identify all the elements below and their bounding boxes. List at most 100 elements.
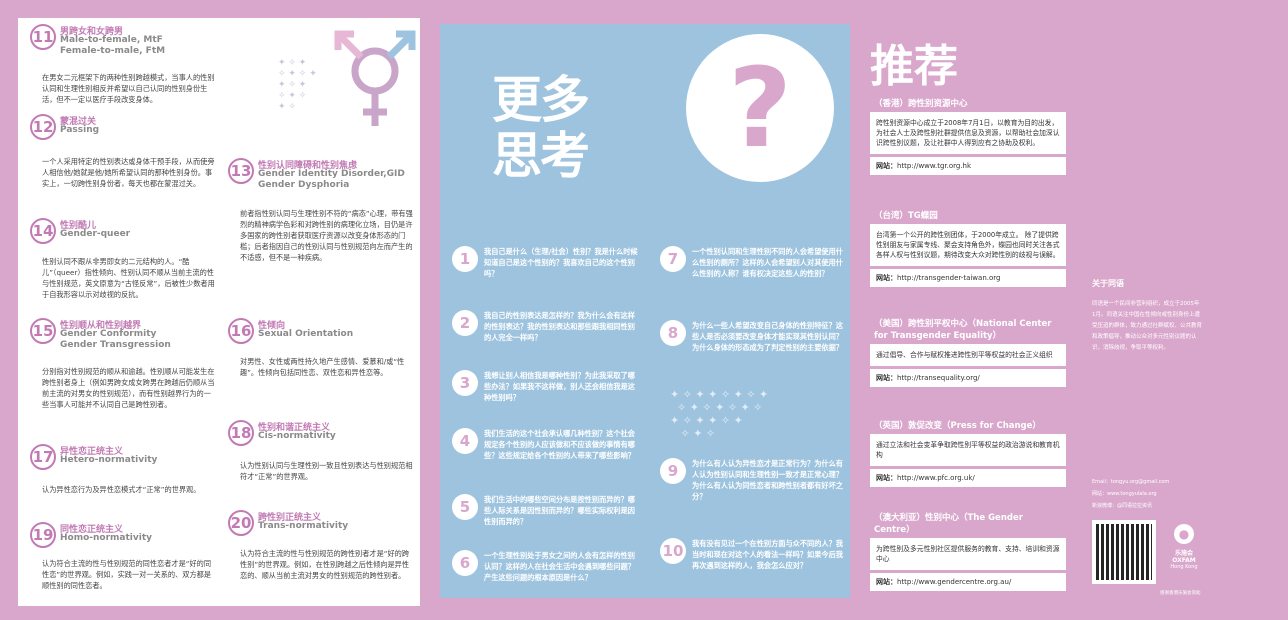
gender-symbol-icon xyxy=(334,30,416,126)
term-description: 认为异性恋行为及异性恋模式才“正常”的世界观。 xyxy=(42,485,201,494)
question-text: 我自己是什么（生理/社会）性别？我是什么时候知道自己是这个性别的？我喜欢自己的这… xyxy=(484,247,638,278)
term-description: 认为性别认同与生理性别一致且性别表达与性别规范相符才“正常”的世界观。 xyxy=(240,461,413,481)
terms-panel: ✦ ✧ ✦ ✧ ✦ ✧ ✦ ✦ ✧ ✦ ✧ ✦ ✧ ✦ ✧ 11 男跨女和女跨男 Mal… xyxy=(18,18,420,606)
term-number: 20 xyxy=(228,510,254,536)
question-number: 7 xyxy=(660,246,686,272)
term-description: 在男女二元框架下的两种性别跨越模式，当事人的性别认同和生理性别相反并希望以自己认… xyxy=(42,73,215,104)
term-title-zh: 性别和谐正统主义 xyxy=(258,423,331,433)
about-section: 关于同语 同语是一个民间非营利组织，成立于2005年1月。同语关注中国在性倾向或… xyxy=(1092,278,1202,354)
term-number: 13 xyxy=(228,158,254,184)
term-description: 分别指对性别规范的顺从和逾越。性别顺从可能发生在跨性别者身上（例如男跨女成女跨男… xyxy=(42,367,215,409)
org-name: （香港）跨性别资源中心 xyxy=(870,96,1066,112)
org-name: （澳大利亚）性别中心（The Gender Centre） xyxy=(870,510,1066,538)
website-label: 网站： xyxy=(876,578,897,586)
term-title-en: Gender Conformity Gender Transgression xyxy=(60,329,171,350)
website-url[interactable]: http://www.pfc.org.uk/ xyxy=(897,474,975,482)
about-body: 同语是一个民间非营利组织，成立于2005年1月。同语关注中国在性倾向或性别身份上… xyxy=(1092,301,1203,351)
org-description: 台湾第一个公开的跨性别团体，于2000年成立。 除了提供跨性别朋友与家属专线、聚… xyxy=(870,224,1066,266)
term-title-en: Gender-queer xyxy=(60,229,131,239)
recommend-title: 推荐 xyxy=(870,41,958,92)
website-label: 网站： xyxy=(876,474,897,482)
term-title-zh: 跨性别正统主义 xyxy=(258,513,322,523)
question-number: 8 xyxy=(660,320,686,346)
term-description: 前者指性别认同与生理性别不符的“病态”心理，带有强烈的精神病学色彩和对跨性别的病… xyxy=(240,209,413,262)
term-title-zh: 性别认同障碍和性别焦虑 xyxy=(258,161,358,171)
org-hk: （香港）跨性别资源中心 跨性别资源中心成立于2008年7月1日，以教育为目的出发… xyxy=(870,96,1066,175)
question-mark-icon: ? xyxy=(686,34,834,182)
term-title-zh: 性别酷儿 xyxy=(60,221,97,231)
org-website[interactable]: 网站：http://www.gendercentre.org.au/ xyxy=(870,572,1066,591)
org-name: （台湾）TG蝶园 xyxy=(870,208,1066,224)
term-title-zh: 异性恋正统主义 xyxy=(60,447,124,457)
qr-code xyxy=(1092,520,1156,584)
website-label: 网站： xyxy=(876,274,897,282)
term-description: 性别认同不跟从非男即女的二元结构的人。“酷儿”（queer）指性倾向、性别认同不… xyxy=(42,257,215,299)
question-number: 10 xyxy=(660,538,686,564)
question-text: 为什么一些人希望改变自己身体的性别特征？这些人是否必须要改变身体才能实现其性别认… xyxy=(692,321,843,352)
oxfam-logo: ● 乐施会 OXFAM Hong Kong xyxy=(1164,524,1204,570)
term-number: 12 xyxy=(30,114,56,140)
term-number: 17 xyxy=(30,444,56,470)
questions-panel: 更多 思考 ? ✦ ✧ ✦ ✦ ✧ ✦ ✧ ✦ ✧ ✦ ✧ ✦ ✧ ✦ ✧ ✦ ✧… xyxy=(440,24,850,598)
term-title-zh: 蒙混过关 xyxy=(60,117,97,127)
think-more-title: 更多 思考 xyxy=(492,72,590,185)
contact-email[interactable]: Email：tongyu.org@gmail.com xyxy=(1092,479,1170,485)
website-label: 网站： xyxy=(876,374,897,382)
oxfam-icon: ● xyxy=(1174,524,1194,544)
question-text: 我自己的性别表达是怎样的？我为什么会有这样的性别表达？我的性别表达和那些跟我相同… xyxy=(484,311,635,342)
question-number: 6 xyxy=(452,550,478,576)
term-title-en: Trans-normativity xyxy=(258,521,349,531)
term-title-zh: 同性恋正统主义 xyxy=(60,525,124,535)
term-title-en: Sexual Orientation xyxy=(258,329,354,339)
org-description: 通过立法和社会变革争取跨性别平等权益的政治游说和教育机构 xyxy=(870,434,1066,466)
term-title-en: Hetero-normativity xyxy=(60,455,158,465)
org-uk: （英国）敦促改变（Press for Change） 通过立法和社会变革争取跨性… xyxy=(870,418,1066,487)
org-name: （英国）敦促改变（Press for Change） xyxy=(870,418,1066,434)
org-au: （澳大利亚）性别中心（The Gender Centre） 为跨性别及多元性别社… xyxy=(870,510,1066,591)
decorative-stars: ✦ ✧ ✦ ✦ ✧ ✦ ✧ ✦ ✧ ✦ ✧ ✦ ✧ ✦ ✧ ✦ ✧ ✦ ✦ ✧ ✦… xyxy=(670,388,769,440)
term-description: 对男性、女性或两性持久地产生感情、爱慕和/或“性趣”。性倾向包括同性恋、双性恋和… xyxy=(240,357,405,377)
term-title-en: Male-to-female, MtF Female-to-male, FtM xyxy=(60,35,166,56)
org-website[interactable]: 网站：http://transgender-taiwan.org xyxy=(870,268,1066,287)
org-description: 通过倡导、合作与赋权推进跨性别平等权益的社会正义组织 xyxy=(870,344,1066,366)
term-title-zh: 性别顺从和性别越界 xyxy=(60,321,142,331)
oxfam-region: Hong Kong xyxy=(1170,564,1198,570)
title-line-2: 思考 xyxy=(492,127,590,185)
question-number: 4 xyxy=(452,428,478,454)
website-url[interactable]: http://transgender-taiwan.org xyxy=(897,274,1001,282)
term-description: 认为符合主流的性与性别规范的同性恋者才是“好的同性恋”的世界观。例如，实践一对一… xyxy=(42,559,212,590)
question-number: 9 xyxy=(660,458,686,484)
term-title-en: Gender Identity Disorder,GID Gender Dysp… xyxy=(258,169,405,190)
term-number: 18 xyxy=(228,420,254,446)
question-mark-glyph: ? xyxy=(728,44,792,172)
question-number: 2 xyxy=(452,310,478,336)
website-url[interactable]: http://www.gendercentre.org.au/ xyxy=(897,578,1012,586)
org-website[interactable]: 网站：http://www.pfc.org.uk/ xyxy=(870,468,1066,487)
question-text: 我有没有见过一个在性别方面与众不同的人？我当时和现在对这个人的看法一样吗？如果今… xyxy=(692,539,843,570)
term-number: 15 xyxy=(30,318,56,344)
question-text: 一个性别认同和生理性别不同的人会希望使用什么性别的厕所？这样的人会希望别人对其使… xyxy=(692,247,843,278)
org-description: 为跨性别及多元性别社区提供服务的教育、支持、培训和资源中心 xyxy=(870,538,1066,570)
website-url[interactable]: http://transequality.org/ xyxy=(897,374,980,382)
term-title-en: Passing xyxy=(60,125,100,135)
oxfam-name-en: OXFAM xyxy=(1172,557,1196,564)
question-text: 我想让别人相信我是哪种性别？为此我采取了哪些办法？如果我不这样做，别人还会相信我… xyxy=(484,371,635,402)
org-website[interactable]: 网站：http://www.tgr.org.hk xyxy=(870,156,1066,175)
website-url[interactable]: http://www.tgr.org.hk xyxy=(897,162,972,170)
question-text: 一个生理性别处于男女之间的人会有怎样的性别认同？这样的人在社会生活中会遇到哪些问… xyxy=(484,551,635,582)
about-title: 关于同语 xyxy=(1092,279,1124,288)
question-number: 5 xyxy=(452,494,478,520)
term-title-en: Cis-normativity xyxy=(258,431,336,441)
question-number: 1 xyxy=(452,246,478,272)
org-website[interactable]: 网站：http://transequality.org/ xyxy=(870,368,1066,387)
sponsor-note: 感谢香港乐施会资助 xyxy=(1160,591,1201,596)
website-label: 网站： xyxy=(876,162,897,170)
term-title-en: Homo-normativity xyxy=(60,533,152,543)
contact-info: Email：tongyu.org@gmail.com 网站：www.tongyu… xyxy=(1092,476,1169,512)
term-description: 认为符合主流的性与性别规范的跨性别者才是“好的跨性别”的世界观。例如，在性别跨越… xyxy=(240,549,410,580)
term-number: 16 xyxy=(228,318,254,344)
term-number: 11 xyxy=(30,24,56,50)
contact-weibo[interactable]: 新浪微博：@同语拉拉资讯 xyxy=(1092,503,1153,509)
question-number: 3 xyxy=(452,370,478,396)
contact-website[interactable]: 网站：www.tongyulala.org xyxy=(1092,491,1157,497)
